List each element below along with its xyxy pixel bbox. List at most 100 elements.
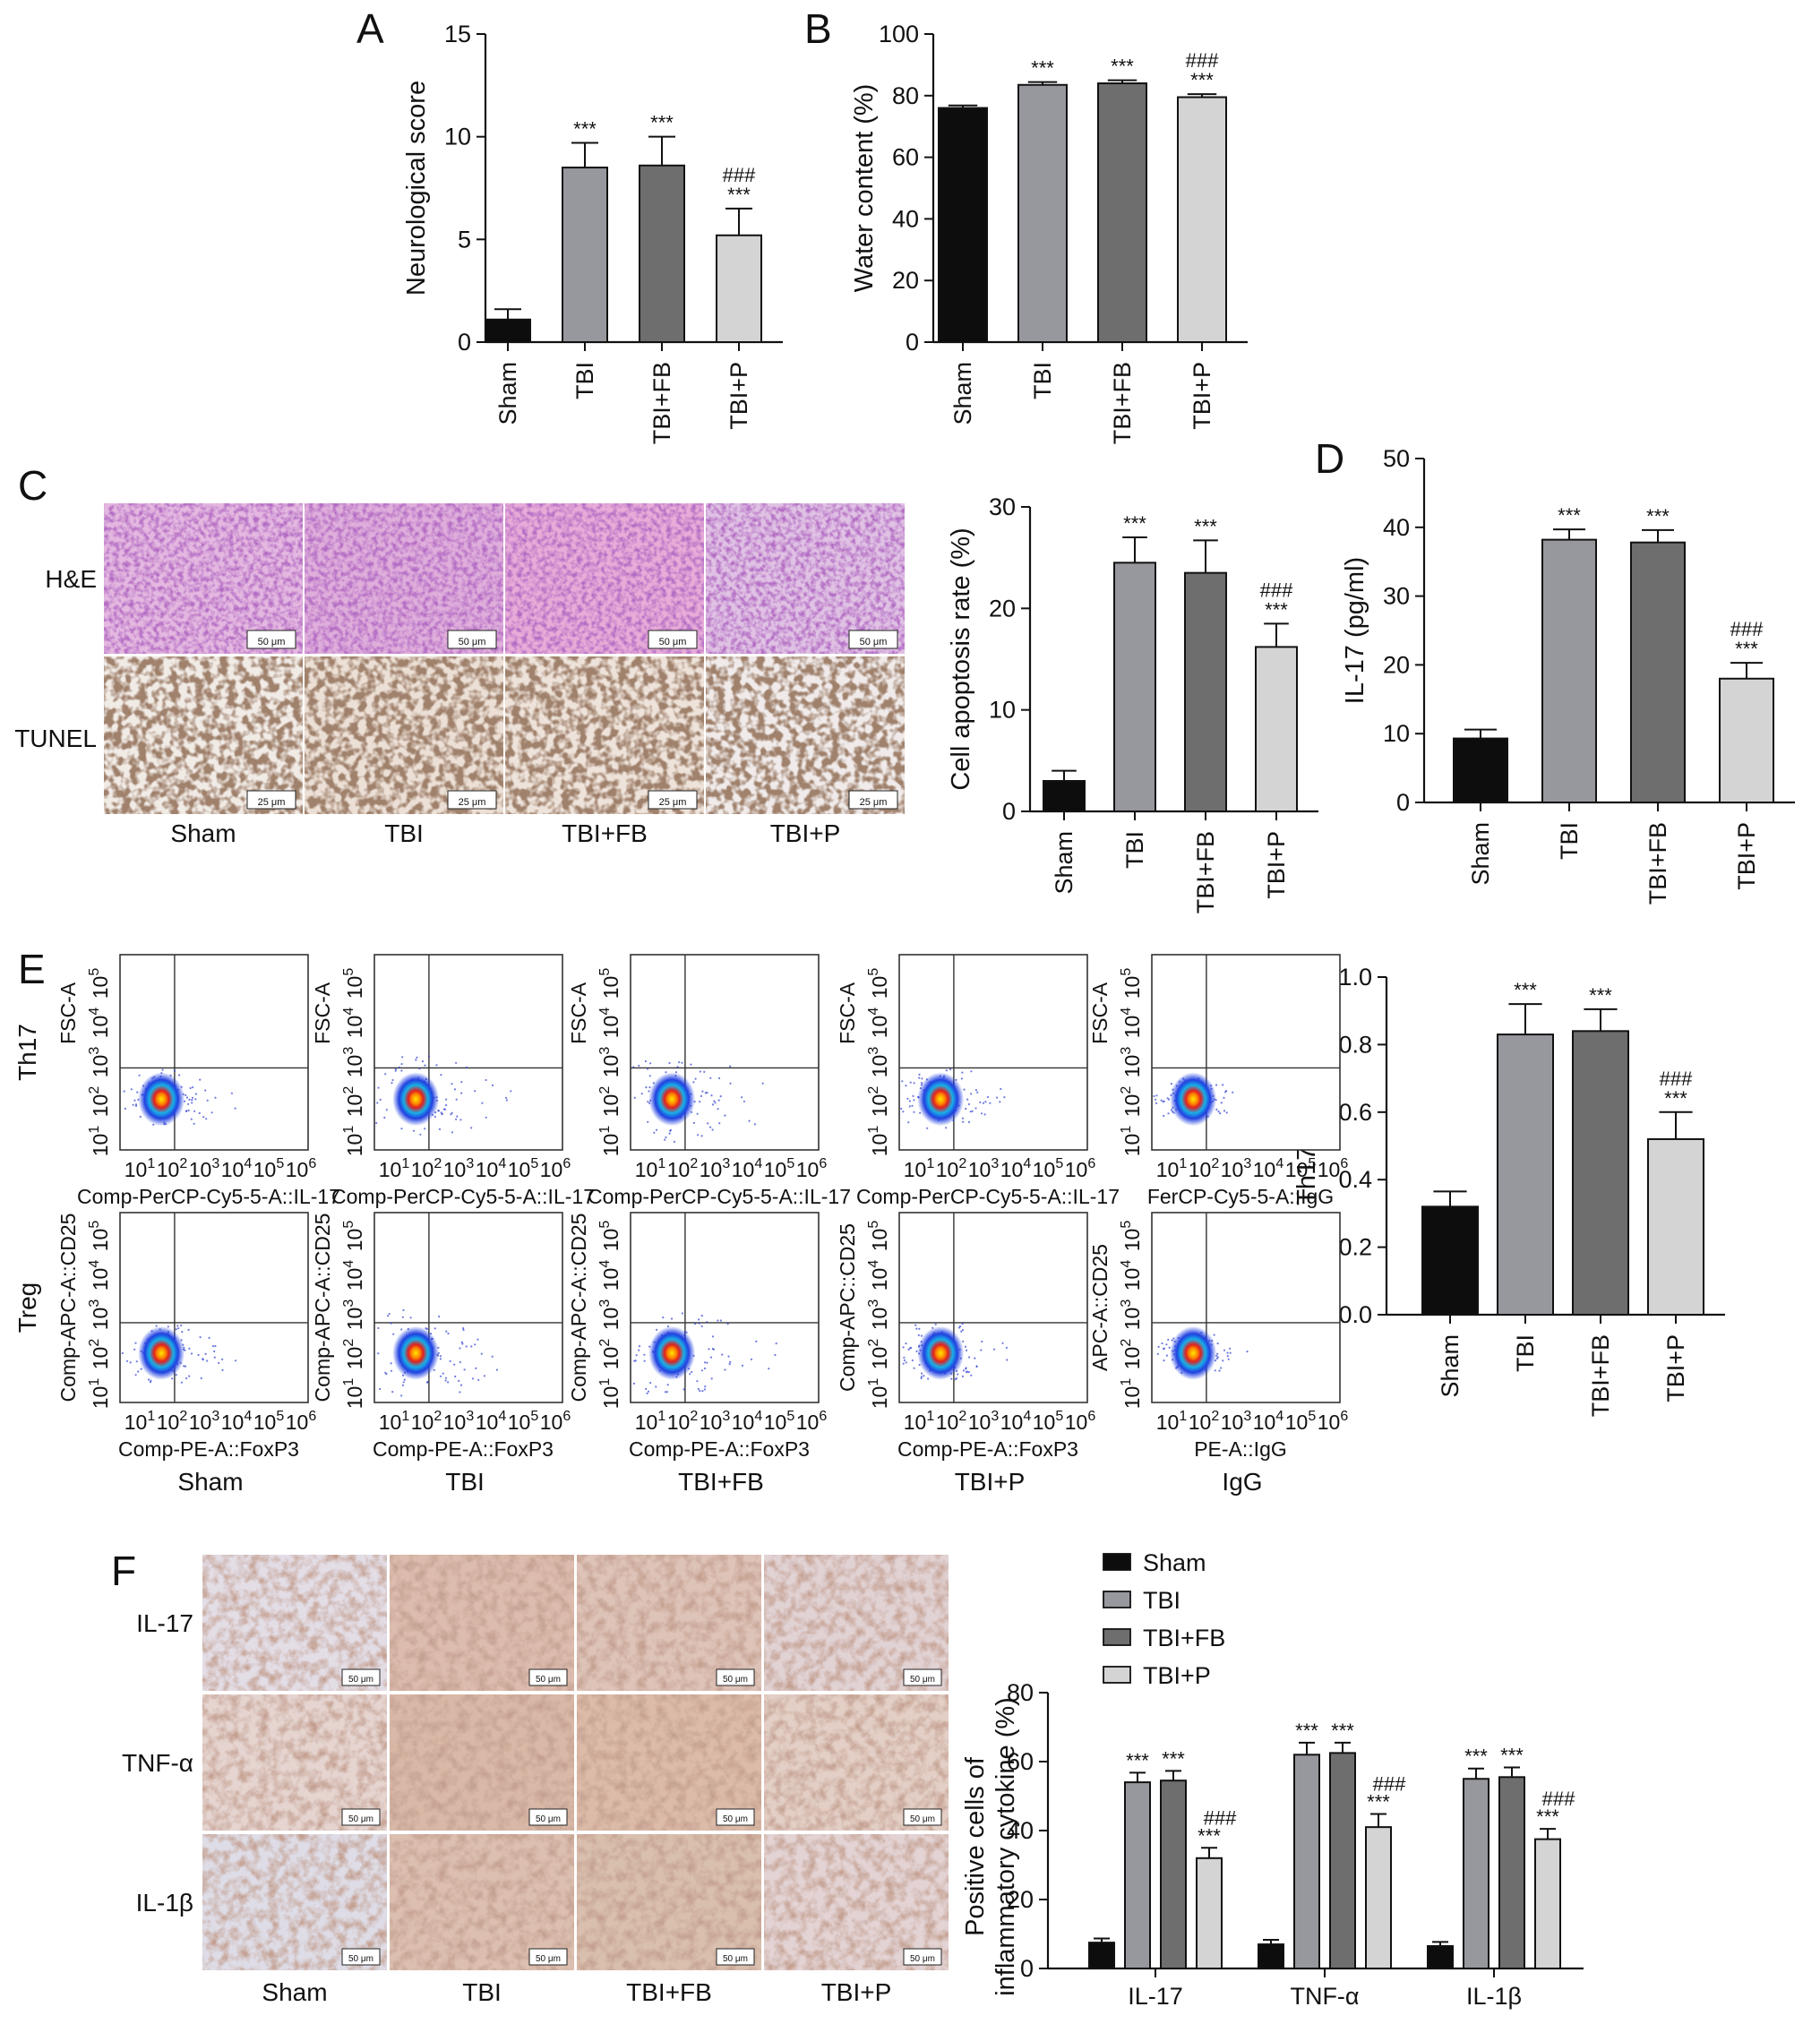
event-dot (962, 1120, 965, 1123)
event-dot (965, 1107, 967, 1111)
log-base: 10 (540, 1411, 563, 1434)
significance-star: *** (1500, 1745, 1524, 1767)
event-dot (648, 1086, 651, 1089)
event-dot (914, 1324, 917, 1326)
event-dot (187, 1328, 190, 1331)
flow-y-axis-label: FSC-A (567, 982, 590, 1044)
event-dot (375, 1121, 378, 1125)
stain-texture (202, 1834, 387, 1970)
log-exponent: 2 (341, 1086, 356, 1094)
log-exponent: 6 (819, 1409, 827, 1424)
log-exponent: 3 (211, 1156, 219, 1171)
event-dot (711, 1348, 715, 1351)
log-base: 10 (868, 1055, 891, 1078)
y-tick-label: 0 (458, 329, 471, 356)
flow-y-axis-label: APC-A::CD25 (1088, 1244, 1112, 1371)
event-density-cluster (648, 1072, 696, 1127)
log-exponent: 2 (87, 1339, 102, 1347)
stain-texture (202, 1694, 387, 1831)
log-exponent: 2 (958, 1156, 966, 1171)
event-dot (485, 1116, 487, 1119)
row-label-treg: Treg (13, 1282, 41, 1334)
x-log-tick-label: 102 (936, 1156, 967, 1181)
event-dot (690, 1063, 692, 1066)
event-dot (729, 1065, 732, 1068)
log-base: 10 (221, 1158, 245, 1181)
event-dot (724, 1114, 726, 1117)
x-log-tick-label: 101 (124, 1409, 156, 1434)
x-tick-label: TBI (1121, 831, 1148, 869)
event-dot (211, 1345, 215, 1348)
log-exponent: 4 (754, 1409, 762, 1424)
event-dot (444, 1376, 447, 1379)
x-log-tick-label: 104 (221, 1156, 253, 1181)
x-log-tick-label: 101 (1156, 1156, 1188, 1181)
y-log-tick-label: 105 (597, 968, 622, 999)
log-exponent: 2 (1119, 1339, 1134, 1347)
event-dot (214, 1096, 217, 1099)
flow-plot: 101 102 103 104 105 106101102103104105Comp-PE… (311, 1212, 571, 1461)
event-dot (980, 1112, 983, 1115)
log-base: 10 (1318, 1158, 1341, 1181)
column-label: TBI (384, 819, 424, 847)
log-base: 10 (868, 1016, 891, 1039)
flow-plot: 101 102 103 104 105 106101102103104105Comp-Pe… (56, 954, 340, 1208)
x-log-tick-label: 106 (1065, 1409, 1096, 1434)
event-dot (981, 1340, 983, 1343)
log-base: 10 (1253, 1158, 1276, 1181)
stain-texture (706, 656, 905, 814)
event-dot (700, 1325, 703, 1328)
event-dot (681, 1312, 684, 1315)
event-dot (945, 1127, 948, 1129)
event-dot (918, 1076, 921, 1079)
y-axis-label: Water content (%) (850, 84, 879, 293)
x-log-tick-label: 101 (124, 1156, 156, 1181)
event-dot (442, 1372, 444, 1375)
event-dot (510, 1090, 512, 1093)
event-dot (1227, 1358, 1230, 1360)
log-exponent: 3 (722, 1156, 730, 1171)
stain-texture (577, 1555, 761, 1691)
event-dot (230, 1092, 233, 1094)
y-tick-label: 30 (989, 493, 1016, 520)
log-exponent: 3 (991, 1156, 999, 1171)
event-dot (643, 1359, 646, 1362)
flow-plot: 101 102 103 104 105 106101102103104105Comp-PE… (567, 1212, 827, 1461)
event-dot (992, 1348, 996, 1351)
chart-il17-level: 0 10 20 30 40 50 IL-17 (pg/ml) Sham TBI *** TBI+FB… (1341, 445, 1795, 905)
event-dot (694, 1323, 697, 1325)
y-tick-label: 15 (444, 21, 471, 47)
scale-bar-label: 50 μm (723, 1675, 748, 1685)
event-dot (1216, 1356, 1219, 1359)
event-dot (691, 1370, 693, 1374)
event-dot (920, 1334, 923, 1337)
event-density-cluster (138, 1072, 185, 1127)
event-dot (700, 1315, 703, 1317)
scale-bar-label: 50 μm (536, 1954, 561, 1964)
event-dot (640, 1093, 643, 1095)
significance-star: *** (1194, 515, 1217, 537)
event-dot (905, 1342, 907, 1345)
scale-bar-label: 50 μm (258, 637, 286, 648)
flow-x-axis-label: Comp-PerCP-Cy5-5-A::IL-17 (856, 1185, 1120, 1208)
event-dot (147, 1378, 150, 1381)
x-log-tick-label: 102 (157, 1409, 188, 1434)
event-dot (202, 1116, 205, 1119)
log-exponent: 6 (562, 1156, 571, 1171)
log-exponent: 3 (1243, 1156, 1251, 1171)
log-base: 10 (868, 1094, 891, 1118)
event-dot (917, 1334, 920, 1337)
log-base: 10 (936, 1411, 959, 1434)
bar-tbi (1293, 1754, 1320, 1970)
log-base: 10 (343, 1268, 366, 1291)
bar-tbi-fb (1160, 1780, 1187, 1970)
event-dot (665, 1136, 667, 1139)
log-exponent: 2 (179, 1409, 187, 1424)
scale-bar-label: 50 μm (910, 1814, 935, 1824)
event-dot (970, 1374, 973, 1376)
event-dot (719, 1319, 723, 1322)
flow-plot: 101 102 103 104 105 106101102103104105Comp-Pe… (836, 954, 1120, 1208)
event-dot (960, 1330, 963, 1333)
stain-texture (577, 1834, 761, 1970)
significance-star: *** (1514, 979, 1537, 1001)
